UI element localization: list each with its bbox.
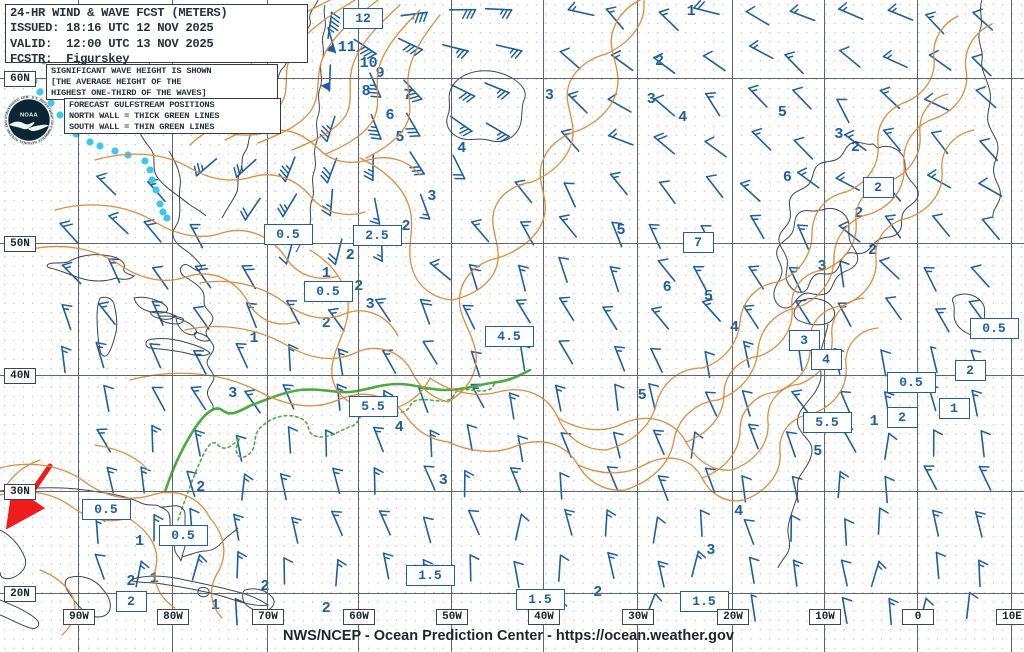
- svg-text:NOAA: NOAA: [20, 112, 38, 118]
